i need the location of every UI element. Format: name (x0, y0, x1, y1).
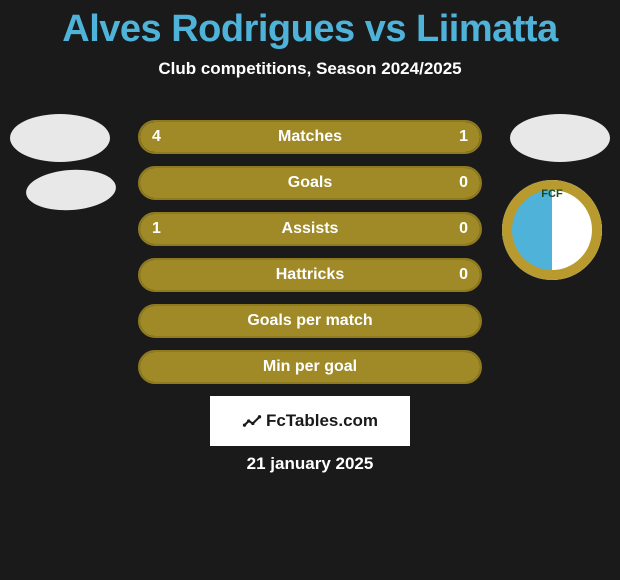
stat-label: Assists (140, 214, 480, 244)
stat-label: Goals per match (140, 306, 480, 336)
stat-value-right: 0 (459, 168, 468, 198)
club-badge: FCF (502, 180, 602, 280)
stat-row: Min per goal (138, 350, 482, 384)
stat-row: Hattricks0 (138, 258, 482, 292)
stats-bars: 4Matches1Goals01Assists0Hattricks0Goals … (138, 120, 482, 396)
stat-label: Matches (140, 122, 480, 152)
subtitle: Club competitions, Season 2024/2025 (0, 59, 620, 79)
fctables-logo[interactable]: FcTables.com (210, 396, 410, 446)
date: 21 january 2025 (0, 454, 620, 474)
player1-name: Alves Rodrigues (62, 8, 354, 50)
stat-row: Goals per match (138, 304, 482, 338)
logo-text: FcTables.com (266, 411, 378, 431)
stat-row: Goals0 (138, 166, 482, 200)
page-title: Alves Rodrigues vs Liimatta (0, 0, 620, 51)
stat-label: Goals (140, 168, 480, 198)
stat-row: 4Matches1 (138, 120, 482, 154)
stat-value-right: 0 (459, 260, 468, 290)
stat-value-right: 1 (459, 122, 468, 152)
stat-row: 1Assists0 (138, 212, 482, 246)
badge-text: FCF (502, 188, 602, 200)
player2-avatar (510, 114, 610, 162)
stat-label: Min per goal (140, 352, 480, 382)
stat-value-right: 0 (459, 214, 468, 244)
player1-club-avatar (25, 167, 118, 213)
player1-avatar (10, 114, 110, 162)
chart-icon (242, 411, 262, 431)
stat-label: Hattricks (140, 260, 480, 290)
player2-name: Liimatta (416, 8, 558, 50)
vs-text: vs (365, 8, 406, 50)
